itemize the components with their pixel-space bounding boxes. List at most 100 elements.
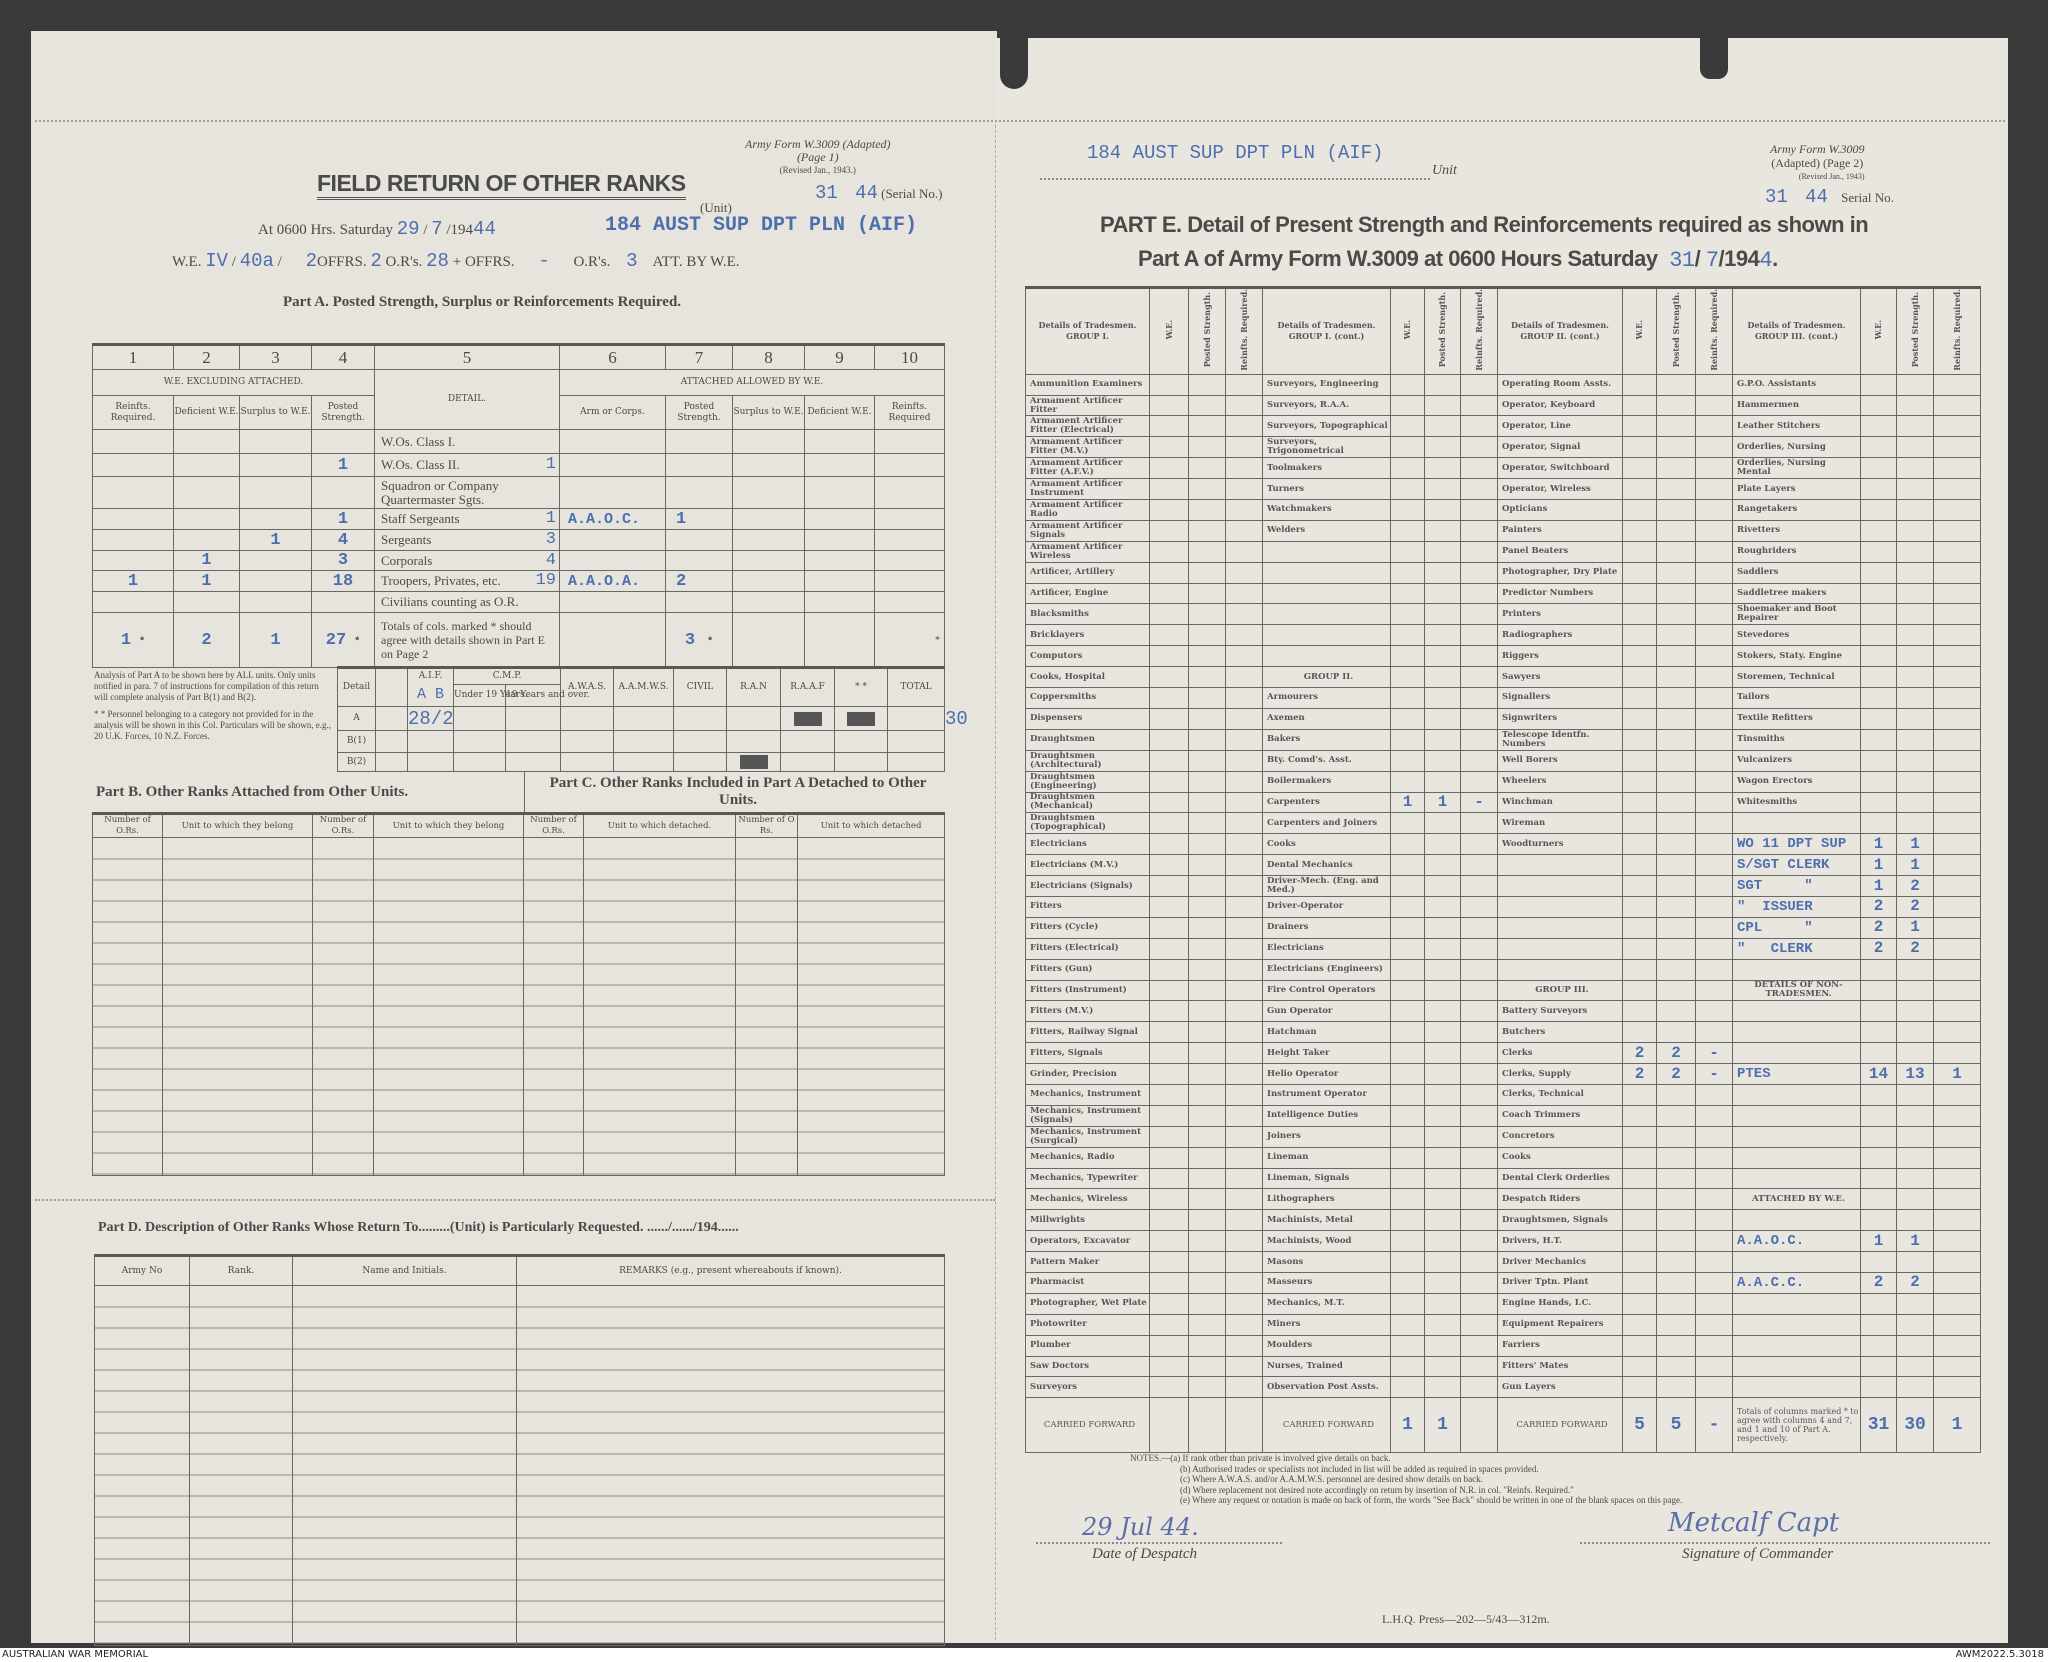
count-cell	[1695, 499, 1733, 521]
trade-cell: Mechanics, Radio	[1025, 1146, 1150, 1169]
column-subheader: Posted Strength.	[665, 395, 733, 430]
part-e-row: Artificer, Artillery Photographer, Dry Pl…	[1025, 561, 1981, 584]
count-cell: 1	[1860, 833, 1897, 856]
total-c3: 1	[239, 612, 312, 668]
trade-label: Lithographers	[1267, 1193, 1335, 1204]
count-cell	[1656, 707, 1696, 730]
count-cell	[1933, 561, 1981, 584]
count-cell	[1695, 1271, 1733, 1294]
trade-label: Drivers, H.T.	[1502, 1235, 1562, 1246]
cell-arm-corps	[559, 453, 666, 477]
date-underline	[1036, 1542, 1282, 1544]
trade-label: Armament Artificer Instrument	[1030, 479, 1123, 499]
ruled-entry-column[interactable]	[162, 837, 313, 1176]
serial-number: 31 44 (Serial No.)	[815, 182, 943, 204]
plus-sign: +	[452, 254, 462, 270]
trade-label: Cooks	[1267, 838, 1296, 849]
count-cell	[1656, 687, 1696, 709]
civil-header: CIVIL	[673, 667, 728, 707]
total-c4: 27 *	[311, 612, 375, 668]
count-cell	[1225, 728, 1263, 751]
count-cell	[1656, 1313, 1696, 1336]
trade-cell	[1262, 624, 1391, 647]
part-bc-table: Number of O.Rs. Unit to which they belong…	[92, 812, 945, 1176]
trade-label: Storemen, Technical	[1737, 671, 1835, 682]
asterisk: *	[354, 636, 361, 648]
count-cell	[1149, 728, 1189, 751]
count-cell	[1390, 1334, 1425, 1357]
ruled-entry-column[interactable]	[312, 837, 374, 1176]
count-cell	[1390, 854, 1425, 877]
ruled-entry-column[interactable]	[583, 837, 736, 1176]
form-id-line: (Adapted) (Page 2)	[1771, 156, 1864, 170]
unit-label: (Unit)	[700, 200, 732, 215]
trade-label: Dental Mechanics	[1267, 859, 1353, 870]
count-cell	[1460, 499, 1498, 521]
count-cell	[1390, 1376, 1425, 1399]
count-cell	[1460, 436, 1498, 459]
count-cell	[1695, 415, 1733, 438]
count-cell	[1390, 958, 1425, 981]
ruled-entry-column[interactable]	[92, 837, 163, 1176]
trade-cell: Gun Operator	[1262, 1000, 1391, 1023]
count-cell	[1390, 875, 1425, 897]
cell-empty	[560, 706, 615, 731]
count-cell	[1149, 1167, 1189, 1190]
note-line: (d) Where replacement not desired note a…	[1180, 1484, 1574, 1495]
count-cell	[1933, 916, 1981, 939]
ruled-entry-column[interactable]	[189, 1285, 293, 1646]
trade-label: Sawyers	[1502, 671, 1541, 682]
count-cell	[1933, 603, 1981, 626]
ruled-entry-column[interactable]	[292, 1285, 517, 1646]
count-cell	[1149, 1292, 1189, 1315]
count-cell	[1149, 791, 1189, 814]
count-cell	[1622, 1376, 1657, 1399]
trade-cell: G.P.O. Assistants	[1732, 373, 1861, 396]
trade-label: GROUP III.	[1535, 984, 1589, 995]
count-cell	[1390, 1000, 1425, 1023]
ruled-entry-column[interactable]	[797, 837, 945, 1176]
trade-label: Turners	[1267, 483, 1305, 494]
count-cell	[1225, 373, 1263, 396]
trade-label: Telescope Identfn. Numbers	[1502, 729, 1590, 749]
trade-cell: Tailors	[1732, 687, 1861, 709]
count-cell	[1149, 958, 1189, 981]
count-cell	[1390, 1271, 1425, 1294]
count-cell	[1656, 1021, 1696, 1044]
trade-label: Stokers, Staty. Engine	[1737, 650, 1843, 661]
part-e-heading-text: Part A of Army Form W.3009 at 0600 Hours…	[1138, 246, 1658, 271]
ruled-entry-column[interactable]	[94, 1285, 190, 1646]
analysis-row: B(1)	[337, 730, 946, 753]
trade-cell: Carpenters and Joiners	[1262, 812, 1391, 835]
count-cell	[1424, 1230, 1461, 1253]
carried-posted	[1188, 1397, 1226, 1454]
count-cell	[1390, 1042, 1425, 1065]
count-cell	[1860, 1188, 1897, 1211]
count-cell	[1860, 707, 1897, 730]
totals-detail: Totals of cols. marked * should agree wi…	[374, 612, 560, 668]
vertical-header: W.E.	[1390, 287, 1425, 375]
ruled-entry-column[interactable]	[523, 837, 584, 1176]
ruled-entry-column[interactable]	[516, 1285, 945, 1646]
trade-cell: Mechanics, Instrument (Surgical)	[1025, 1125, 1150, 1148]
trade-label: Winchman	[1502, 796, 1553, 807]
trade-label: Painters	[1502, 525, 1542, 536]
trade-label: Engine Hands, I.C.	[1502, 1298, 1592, 1309]
trade-cell: Saw Doctors	[1025, 1355, 1150, 1378]
detail-label: Sergeants	[381, 532, 432, 547]
part-e-row: Mechanics, Instrument (Surgical) Joiners C…	[1025, 1125, 1981, 1148]
count-cell	[1390, 624, 1425, 647]
trade-cell: Surveyors, Engineering	[1262, 373, 1391, 396]
trade-cell: Driver-Operator	[1262, 895, 1391, 918]
count-we: 1	[1873, 855, 1884, 874]
ruled-entry-column[interactable]	[735, 837, 798, 1176]
count-cell	[1225, 812, 1263, 835]
ruled-entry-column[interactable]	[373, 837, 524, 1176]
count-cell: 1	[1860, 1230, 1897, 1253]
cell-arm-corps: A.A.O.A.	[559, 570, 666, 592]
unit-label-page-2: Unit	[1432, 163, 1457, 178]
count-cell	[1188, 519, 1226, 542]
count-cell	[1424, 436, 1461, 459]
cell-empty	[887, 706, 946, 731]
part-e-row: Fitters, Railway Signal Hatchman Butchers	[1025, 1021, 1981, 1044]
